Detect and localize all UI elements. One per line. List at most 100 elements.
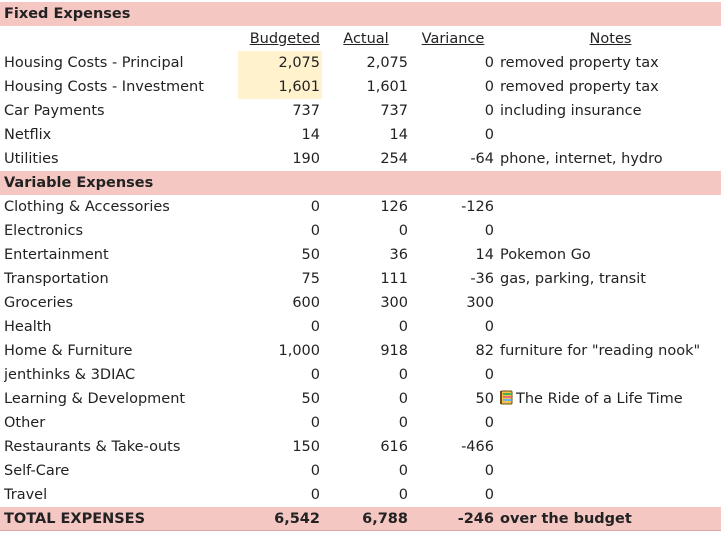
actual-cell[interactable]: 36 [389,247,408,263]
actual-cell[interactable]: 616 [380,439,408,455]
actual-cell[interactable]: 0 [398,463,408,479]
variance-cell[interactable]: 0 [484,487,494,503]
total-variance-cell[interactable]: -246 [457,511,494,527]
notes-cell[interactable] [500,459,721,483]
actual-cell[interactable]: 0 [398,223,408,239]
expense-label[interactable]: Transportation [4,271,109,287]
variance-cell[interactable]: 0 [484,55,494,71]
total-budgeted-cell[interactable]: 6,542 [274,511,320,527]
notes-cell[interactable] [500,123,721,147]
expense-label[interactable]: Car Payments [4,103,105,119]
expense-label[interactable]: Health [4,319,52,335]
actual-cell[interactable]: 0 [398,367,408,383]
expense-label[interactable]: Restaurants & Take-outs [4,439,181,455]
notes-cell[interactable]: gas, parking, transit [500,271,646,287]
budgeted-cell[interactable]: 0 [310,367,320,383]
budgeted-cell[interactable]: 2,075 [238,51,322,75]
actual-cell[interactable]: 0 [398,415,408,431]
expense-label[interactable]: Learning & Development [4,391,186,407]
notes-cell[interactable]: phone, internet, hydro [500,151,663,167]
variance-cell[interactable]: 0 [484,79,494,95]
budgeted-cell[interactable]: 50 [301,247,320,263]
budgeted-cell[interactable]: 150 [292,439,320,455]
expense-label[interactable]: Utilities [4,151,59,167]
notes-cell[interactable] [500,195,721,219]
budgeted-cell[interactable]: 50 [301,391,320,407]
budgeted-cell[interactable]: 14 [301,127,320,143]
variance-cell[interactable]: 0 [484,415,494,431]
notes-cell[interactable]: The Ride of a Life Time [500,387,721,411]
variance-cell[interactable]: 0 [484,367,494,383]
notes-column-header[interactable]: Notes [589,31,632,47]
budgeted-column-header[interactable]: Budgeted [249,31,320,47]
notes-cell[interactable] [500,315,721,339]
budgeted-cell[interactable]: 0 [310,463,320,479]
variance-cell[interactable]: 82 [475,343,494,359]
variance-column-header[interactable]: Variance [421,31,485,47]
actual-cell[interactable]: 1,601 [366,79,408,95]
budgeted-cell[interactable]: 75 [301,271,320,287]
budgeted-cell[interactable]: 1,000 [278,343,320,359]
expense-label[interactable]: Electronics [4,223,84,239]
total-notes-cell[interactable]: over the budget [500,511,632,527]
variance-cell[interactable]: -466 [461,439,494,455]
total-actual-cell[interactable]: 6,788 [362,511,408,527]
variance-cell[interactable]: 0 [484,463,494,479]
actual-cell[interactable]: 111 [380,271,408,287]
actual-cell[interactable]: 0 [398,319,408,335]
actual-cell[interactable]: 300 [380,295,408,311]
notes-cell[interactable]: furniture for "reading nook" [500,343,701,359]
actual-cell[interactable]: 126 [380,199,408,215]
notes-cell[interactable]: removed property tax [500,55,659,71]
budgeted-cell[interactable]: 0 [310,223,320,239]
variance-cell[interactable]: 0 [484,127,494,143]
variance-cell[interactable]: -126 [461,199,494,215]
notes-cell[interactable] [500,411,721,435]
actual-cell[interactable]: 2,075 [366,55,408,71]
variance-cell[interactable]: 14 [475,247,494,263]
actual-cell[interactable]: 737 [380,103,408,119]
notes-cell[interactable] [500,483,721,507]
expense-label[interactable]: Groceries [4,295,74,311]
expense-label[interactable]: jenthinks & 3DIAC [4,367,136,383]
notes-cell[interactable] [500,291,721,315]
total-label[interactable]: TOTAL EXPENSES [4,511,146,527]
expense-label[interactable]: Home & Furniture [4,343,133,359]
budgeted-cell[interactable]: 0 [310,319,320,335]
actual-cell[interactable]: 254 [380,151,408,167]
expense-label[interactable]: Other [4,415,46,431]
variable-expenses-header[interactable]: Variable Expenses [4,175,154,191]
budgeted-cell[interactable]: 0 [310,415,320,431]
variance-cell[interactable]: 0 [484,103,494,119]
budgeted-cell[interactable]: 190 [292,151,320,167]
notes-cell[interactable] [500,363,721,387]
expense-label[interactable]: Housing Costs - Principal [4,55,184,71]
variance-cell[interactable]: -64 [470,151,494,167]
notes-cell[interactable]: Pokemon Go [500,247,591,263]
budgeted-cell[interactable]: 0 [310,487,320,503]
notes-cell[interactable] [500,219,721,243]
budgeted-cell[interactable]: 737 [292,103,320,119]
notes-cell[interactable]: removed property tax [500,79,659,95]
actual-column-header[interactable]: Actual [343,31,389,47]
expense-label[interactable]: Netflix [4,127,52,143]
variance-cell[interactable]: 300 [466,295,494,311]
fixed-expenses-header[interactable]: Fixed Expenses [4,6,131,22]
expense-label[interactable]: Travel [4,487,48,503]
budgeted-cell[interactable]: 600 [292,295,320,311]
notes-cell[interactable] [500,435,721,459]
variance-cell[interactable]: 0 [484,223,494,239]
variance-cell[interactable]: 50 [475,391,494,407]
actual-cell[interactable]: 918 [380,343,408,359]
budgeted-cell[interactable]: 1,601 [238,75,322,99]
budgeted-cell[interactable]: 0 [310,199,320,215]
expense-label[interactable]: Self-Care [4,463,70,479]
actual-cell[interactable]: 14 [389,127,408,143]
expense-label[interactable]: Clothing & Accessories [4,199,170,215]
variance-cell[interactable]: -36 [470,271,494,287]
actual-cell[interactable]: 0 [398,487,408,503]
actual-cell[interactable]: 0 [398,391,408,407]
notes-cell[interactable]: including insurance [500,103,642,119]
expense-label[interactable]: Entertainment [4,247,109,263]
expense-label[interactable]: Housing Costs - Investment [4,79,204,95]
